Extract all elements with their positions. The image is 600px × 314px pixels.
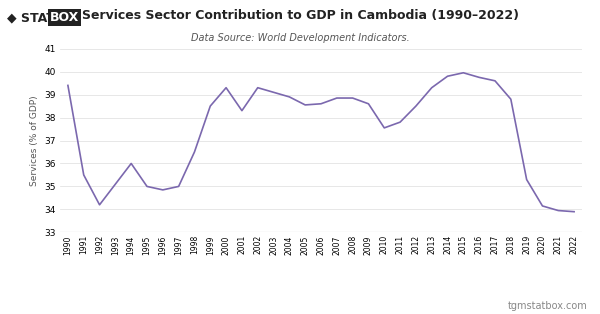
Y-axis label: Services (% of GDP): Services (% of GDP) — [30, 95, 39, 186]
Text: BOX: BOX — [50, 11, 79, 24]
Text: Data Source: World Development Indicators.: Data Source: World Development Indicator… — [191, 33, 409, 43]
Text: Services Sector Contribution to GDP in Cambodia (1990–2022): Services Sector Contribution to GDP in C… — [82, 9, 518, 22]
Text: ◆ STAT: ◆ STAT — [7, 11, 55, 24]
Text: tgmstatbox.com: tgmstatbox.com — [508, 301, 588, 311]
